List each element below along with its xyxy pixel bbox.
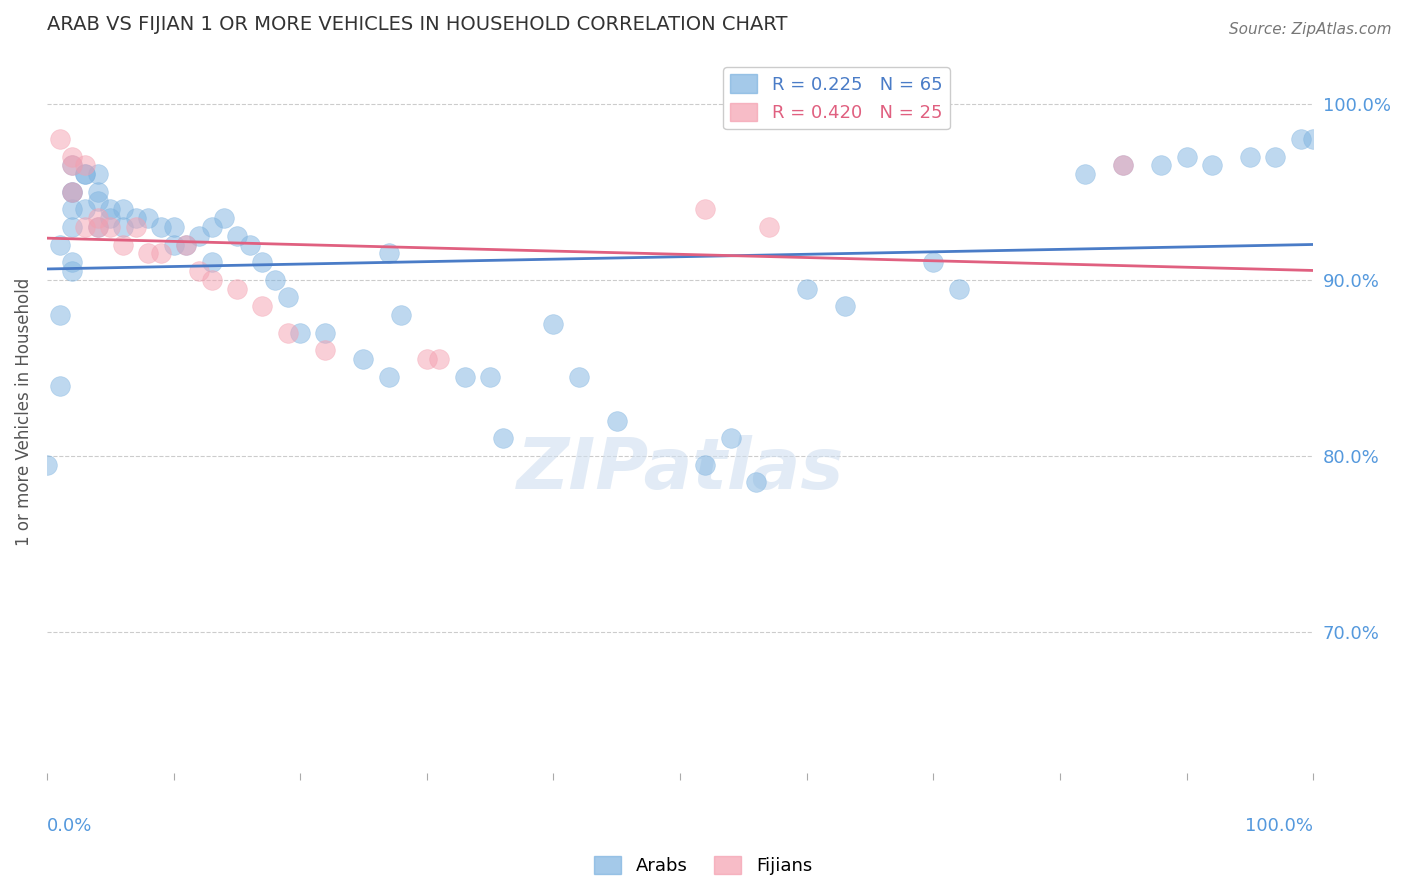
Point bbox=[353, 352, 375, 367]
Point bbox=[86, 211, 108, 226]
Point bbox=[200, 220, 222, 235]
Point bbox=[86, 185, 108, 199]
Point bbox=[225, 282, 247, 296]
Point bbox=[454, 369, 477, 384]
Point bbox=[1264, 149, 1286, 163]
Y-axis label: 1 or more Vehicles in Household: 1 or more Vehicles in Household bbox=[15, 278, 32, 546]
Point bbox=[250, 255, 273, 269]
Point bbox=[111, 202, 134, 217]
Point bbox=[73, 202, 96, 217]
Point bbox=[1112, 158, 1135, 172]
Point bbox=[200, 273, 222, 287]
Point bbox=[60, 202, 83, 217]
Point bbox=[149, 220, 172, 235]
Point bbox=[378, 369, 401, 384]
Point bbox=[238, 237, 260, 252]
Point bbox=[60, 255, 83, 269]
Point bbox=[1074, 167, 1097, 181]
Point bbox=[60, 158, 83, 172]
Point bbox=[174, 237, 197, 252]
Point bbox=[288, 326, 311, 340]
Point bbox=[162, 220, 184, 235]
Point bbox=[60, 158, 83, 172]
Point bbox=[1201, 158, 1223, 172]
Point bbox=[60, 185, 83, 199]
Point bbox=[695, 202, 717, 217]
Point bbox=[1302, 132, 1324, 146]
Point bbox=[796, 282, 818, 296]
Point bbox=[1112, 158, 1135, 172]
Text: ARAB VS FIJIAN 1 OR MORE VEHICLES IN HOUSEHOLD CORRELATION CHART: ARAB VS FIJIAN 1 OR MORE VEHICLES IN HOU… bbox=[46, 15, 787, 34]
Point bbox=[758, 220, 780, 235]
Point bbox=[60, 149, 83, 163]
Point bbox=[948, 282, 970, 296]
Point bbox=[720, 432, 742, 446]
Point bbox=[276, 326, 298, 340]
Point bbox=[212, 211, 235, 226]
Point bbox=[1289, 132, 1312, 146]
Point bbox=[60, 185, 83, 199]
Point bbox=[416, 352, 439, 367]
Point bbox=[1175, 149, 1198, 163]
Point bbox=[149, 246, 172, 260]
Point bbox=[124, 211, 146, 226]
Point bbox=[250, 299, 273, 313]
Point bbox=[429, 352, 451, 367]
Point bbox=[695, 458, 717, 472]
Point bbox=[124, 220, 146, 235]
Point bbox=[73, 167, 96, 181]
Point bbox=[606, 414, 628, 428]
Point bbox=[174, 237, 197, 252]
Point bbox=[48, 308, 70, 322]
Point bbox=[48, 132, 70, 146]
Point bbox=[479, 369, 502, 384]
Point bbox=[276, 291, 298, 305]
Point bbox=[1150, 158, 1173, 172]
Point bbox=[86, 220, 108, 235]
Point bbox=[86, 220, 108, 235]
Point bbox=[1239, 149, 1261, 163]
Point bbox=[745, 475, 768, 490]
Point bbox=[136, 246, 159, 260]
Point bbox=[187, 228, 209, 243]
Point bbox=[73, 167, 96, 181]
Point bbox=[315, 343, 337, 358]
Point bbox=[111, 237, 134, 252]
Point bbox=[378, 246, 401, 260]
Text: ZIPatlas: ZIPatlas bbox=[516, 435, 844, 504]
Legend: R = 0.225   N = 65, R = 0.420   N = 25: R = 0.225 N = 65, R = 0.420 N = 25 bbox=[723, 67, 949, 129]
Point bbox=[200, 255, 222, 269]
Text: 0.0%: 0.0% bbox=[46, 816, 93, 835]
Text: 100.0%: 100.0% bbox=[1246, 816, 1313, 835]
Point bbox=[60, 185, 83, 199]
Point bbox=[48, 237, 70, 252]
Point bbox=[60, 264, 83, 278]
Legend: Arabs, Fijians: Arabs, Fijians bbox=[586, 848, 820, 882]
Point bbox=[391, 308, 413, 322]
Point bbox=[225, 228, 247, 243]
Point bbox=[98, 202, 121, 217]
Point bbox=[111, 220, 134, 235]
Point bbox=[86, 167, 108, 181]
Point bbox=[73, 220, 96, 235]
Point bbox=[98, 211, 121, 226]
Point bbox=[543, 317, 565, 331]
Point bbox=[834, 299, 856, 313]
Point bbox=[162, 237, 184, 252]
Point bbox=[48, 378, 70, 392]
Point bbox=[922, 255, 945, 269]
Point bbox=[315, 326, 337, 340]
Point bbox=[263, 273, 285, 287]
Point bbox=[60, 220, 83, 235]
Point bbox=[98, 220, 121, 235]
Point bbox=[35, 458, 58, 472]
Point bbox=[568, 369, 591, 384]
Point bbox=[136, 211, 159, 226]
Text: Source: ZipAtlas.com: Source: ZipAtlas.com bbox=[1229, 22, 1392, 37]
Point bbox=[492, 432, 515, 446]
Point bbox=[86, 194, 108, 208]
Point bbox=[73, 158, 96, 172]
Point bbox=[187, 264, 209, 278]
